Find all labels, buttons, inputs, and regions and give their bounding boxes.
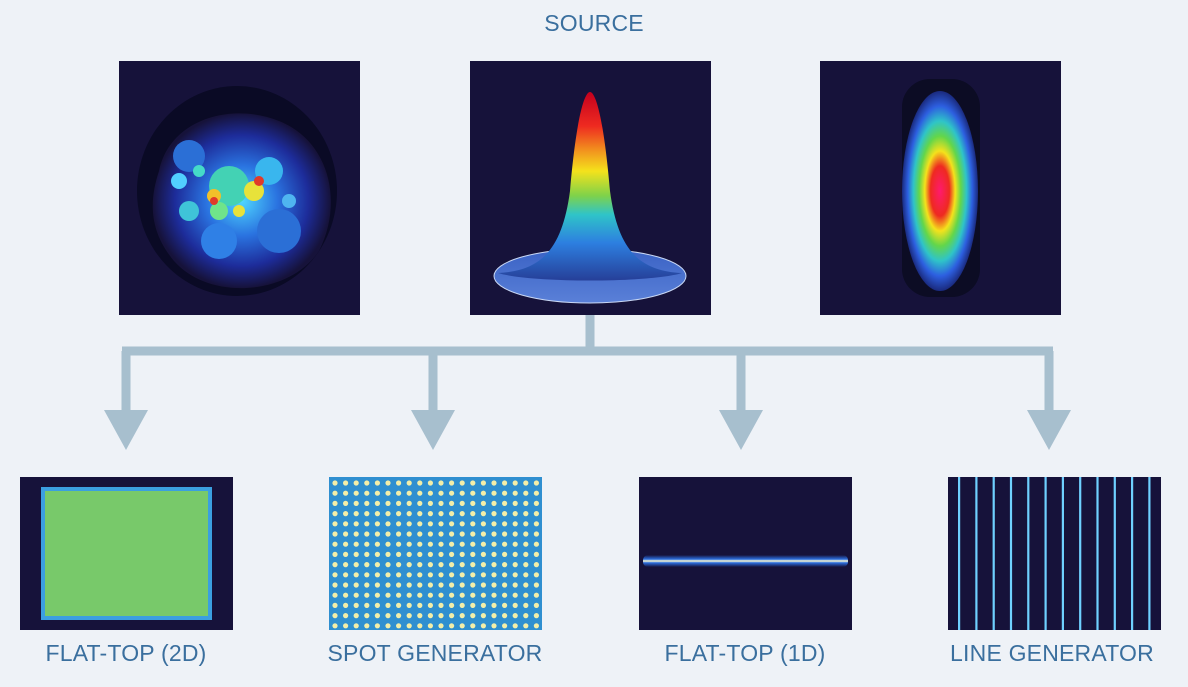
output-label-spot-generator: SPOT GENERATOR: [327, 640, 543, 666]
output-image-line-generator: [948, 477, 1161, 630]
arrow-down-icon: [104, 410, 148, 450]
arrow-down-icon: [1027, 410, 1071, 450]
output-image-flat-top-2d: [20, 477, 233, 630]
arrow-down-icon: [719, 410, 763, 450]
source-image-speckle: [119, 61, 360, 315]
source-label: SOURCE: [544, 10, 644, 36]
output-image-spot-generator: [329, 477, 542, 630]
output-image-flat-top-1d: [639, 477, 852, 630]
source-image-gaussian: [470, 61, 711, 315]
output-label-flat-top-1d: FLAT-TOP (1D): [664, 640, 826, 666]
output-label-line-generator: LINE GENERATOR: [950, 640, 1154, 666]
arrow-down-icon: [411, 410, 455, 450]
source-image-elliptical: [820, 61, 1061, 315]
output-label-flat-top-2d: FLAT-TOP (2D): [45, 640, 207, 666]
